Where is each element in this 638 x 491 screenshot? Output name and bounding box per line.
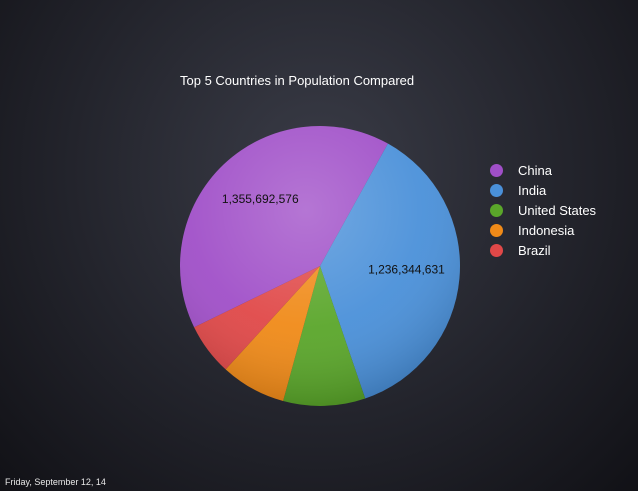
legend-swatch	[490, 223, 503, 237]
legend-label: United States	[518, 202, 597, 218]
legend-item: United States	[490, 200, 596, 220]
data-label: 1,236,344,631	[368, 263, 445, 277]
legend-item: China	[490, 160, 596, 180]
legend-label: Indonesia	[518, 222, 575, 238]
legend-swatch	[490, 203, 503, 217]
chart-title: Top 5 Countries in Population Compared	[180, 73, 415, 88]
legend: China India United States Indonesia Braz…	[490, 160, 596, 260]
legend-label: Brazil	[518, 242, 551, 258]
legend-swatch	[490, 243, 503, 257]
legend-swatch	[490, 163, 503, 177]
footer-date: Friday, September 12, 14	[5, 477, 106, 487]
legend-label: India	[518, 182, 547, 198]
legend-label: China	[518, 162, 552, 178]
legend-item: Indonesia	[490, 220, 596, 240]
legend-item: Brazil	[490, 240, 596, 260]
data-label: 1,355,692,576	[222, 192, 299, 206]
legend-swatch	[490, 183, 503, 197]
legend-item: India	[490, 180, 596, 200]
